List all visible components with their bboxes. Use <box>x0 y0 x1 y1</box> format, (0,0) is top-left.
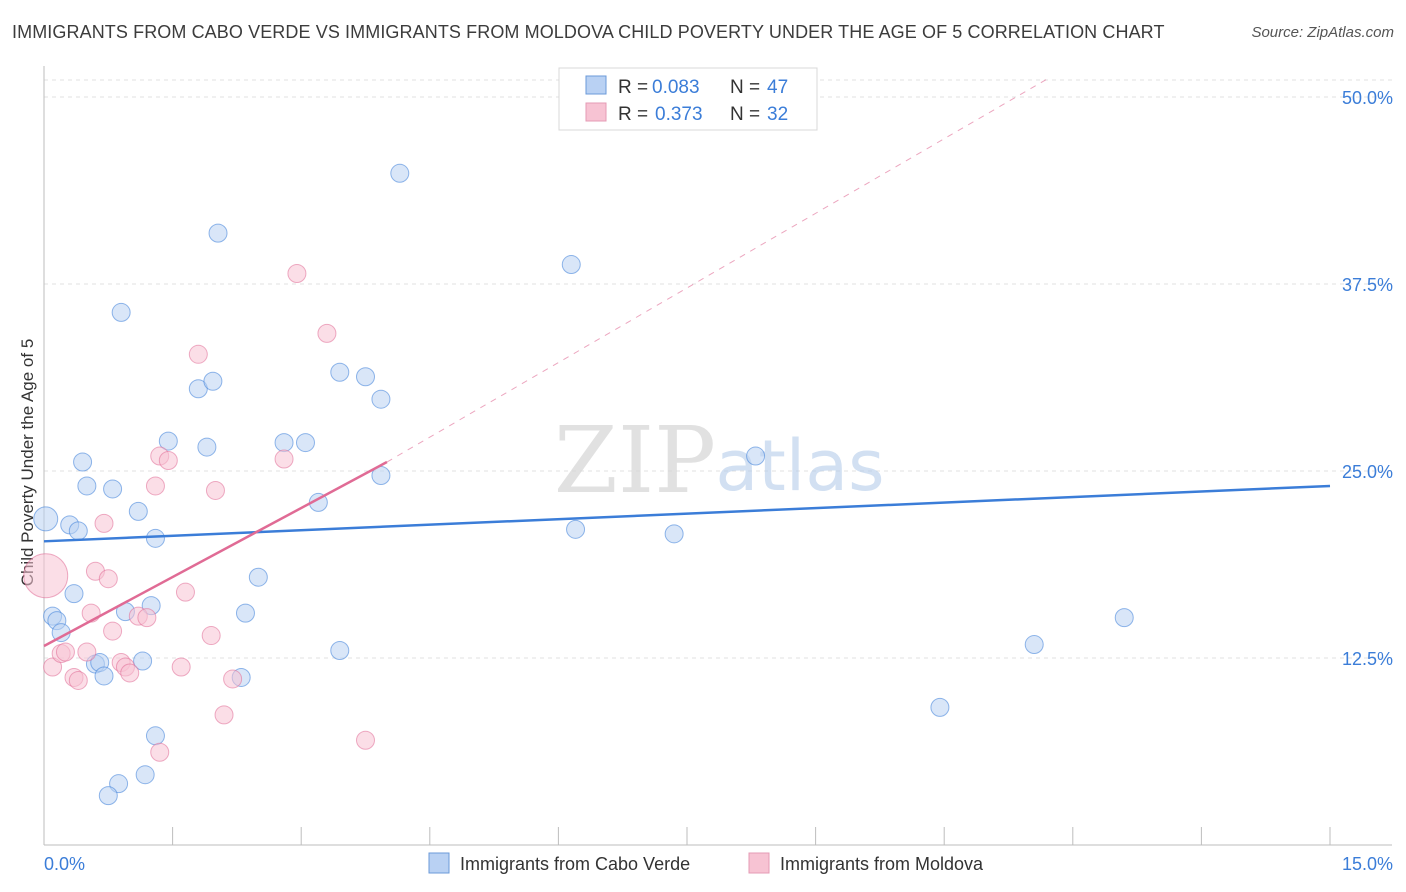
data-point-cabo-verde <box>64 584 84 604</box>
data-point-moldova <box>317 323 337 343</box>
data-point-moldova <box>356 730 375 750</box>
data-point-moldova <box>98 569 118 589</box>
data-point-cabo-verde <box>203 371 223 391</box>
data-point-cabo-verde <box>135 765 155 785</box>
y-tick-label: 25.0% <box>1342 462 1393 482</box>
chart-title: IMMIGRANTS FROM CABO VERDE VS IMMIGRANTS… <box>12 22 1165 42</box>
data-point-moldova <box>120 663 140 683</box>
data-point-moldova <box>175 582 195 602</box>
data-point-cabo-verde <box>103 479 123 499</box>
legend-n-value-moldova: 32 <box>767 104 788 125</box>
data-point-moldova <box>55 642 75 662</box>
data-point-cabo-verde <box>145 726 165 746</box>
y-tick-label: 12.5% <box>1342 649 1393 669</box>
data-point-moldova <box>214 705 234 725</box>
y-tick-label: 50.0% <box>1342 88 1393 108</box>
data-point-cabo-verde <box>930 697 950 717</box>
data-point-cabo-verde <box>664 524 684 544</box>
data-point-cabo-verde <box>566 519 586 539</box>
legend-n-label-moldova: N = <box>730 104 760 125</box>
data-point-moldova <box>68 670 88 690</box>
legend-r-label-moldova: R = <box>618 104 648 125</box>
bottom-legend-label-cabo-verde: Immigrants from Cabo Verde <box>460 854 690 874</box>
data-point-cabo-verde <box>73 452 93 472</box>
data-point-moldova <box>23 553 69 599</box>
data-point-moldova <box>287 264 307 284</box>
x-tick-label-max: 15.0% <box>1342 854 1393 874</box>
data-point-cabo-verde <box>274 433 294 453</box>
data-points <box>23 163 1134 806</box>
data-point-cabo-verde <box>33 506 59 532</box>
data-point-cabo-verde <box>133 651 153 671</box>
data-point-cabo-verde <box>295 433 315 453</box>
data-point-moldova <box>158 451 178 471</box>
data-point-cabo-verde <box>1024 635 1044 655</box>
data-point-cabo-verde <box>111 302 131 322</box>
data-point-moldova <box>205 480 225 500</box>
watermark: ZIP atlas <box>554 407 885 514</box>
data-point-moldova <box>171 657 191 677</box>
data-point-cabo-verde <box>197 437 217 457</box>
bottom-legend-label-moldova: Immigrants from Moldova <box>780 854 984 874</box>
data-point-cabo-verde <box>330 362 350 382</box>
data-point-cabo-verde <box>208 223 228 243</box>
trend-lines <box>43 78 1331 648</box>
data-point-cabo-verde <box>746 446 766 466</box>
data-point-cabo-verde <box>158 431 178 451</box>
data-point-cabo-verde <box>145 528 165 548</box>
trend-line-moldova <box>43 460 388 648</box>
data-point-moldova <box>223 669 243 689</box>
bottom-legend: Immigrants from Cabo Verde Immigrants fr… <box>428 852 984 874</box>
data-point-moldova <box>94 513 114 533</box>
data-point-moldova <box>77 642 97 662</box>
axes: 0.0% 15.0% Child Poverty Under the Age of … <box>18 66 1393 874</box>
data-point-cabo-verde <box>356 367 375 387</box>
bottom-legend-swatch-cabo-verde <box>428 852 450 874</box>
data-point-moldova <box>137 608 157 628</box>
data-point-cabo-verde <box>390 163 410 183</box>
legend-n-label-cabo-verde: N = <box>730 77 760 98</box>
data-point-moldova <box>274 449 294 469</box>
data-point-cabo-verde <box>98 786 118 806</box>
data-point-cabo-verde <box>128 501 148 521</box>
data-point-moldova <box>201 626 221 646</box>
y-axis-label: Child Poverty Under the Age of 5 <box>18 339 37 587</box>
data-point-moldova <box>188 344 208 364</box>
data-point-cabo-verde <box>235 603 255 623</box>
legend-r-label-cabo-verde: R = <box>618 77 648 98</box>
data-point-cabo-verde <box>68 521 88 541</box>
legend: R = 0.083 N = 47 R = 0.373 N = 32 <box>558 67 818 131</box>
grid-lines: 12.5% 25.0% 37.5% 50.0% <box>44 79 1393 669</box>
data-point-moldova <box>150 742 170 762</box>
legend-swatch-cabo-verde <box>585 75 607 95</box>
legend-r-value-cabo-verde: 0.083 <box>652 77 700 98</box>
x-tick-label-min: 0.0% <box>44 854 85 874</box>
data-point-cabo-verde <box>77 476 97 496</box>
data-point-cabo-verde <box>561 255 581 275</box>
legend-r-value-moldova: 0.373 <box>655 104 703 125</box>
watermark-zip: ZIP <box>554 407 716 514</box>
data-point-cabo-verde <box>94 666 114 686</box>
legend-swatch-moldova <box>585 102 607 122</box>
data-point-cabo-verde <box>371 389 391 409</box>
data-point-cabo-verde <box>330 641 350 661</box>
data-point-moldova <box>43 657 63 677</box>
data-point-moldova <box>103 621 123 641</box>
watermark-atlas: atlas <box>715 425 884 507</box>
legend-n-value-cabo-verde: 47 <box>767 77 788 98</box>
data-point-moldova <box>145 476 165 496</box>
data-point-cabo-verde <box>248 567 268 587</box>
data-point-cabo-verde <box>1114 608 1134 628</box>
trend-line-moldova-extension <box>386 78 1048 463</box>
bottom-legend-swatch-moldova <box>748 852 770 874</box>
y-tick-label: 37.5% <box>1342 275 1393 295</box>
chart-source: Source: ZipAtlas.com <box>1251 24 1394 41</box>
